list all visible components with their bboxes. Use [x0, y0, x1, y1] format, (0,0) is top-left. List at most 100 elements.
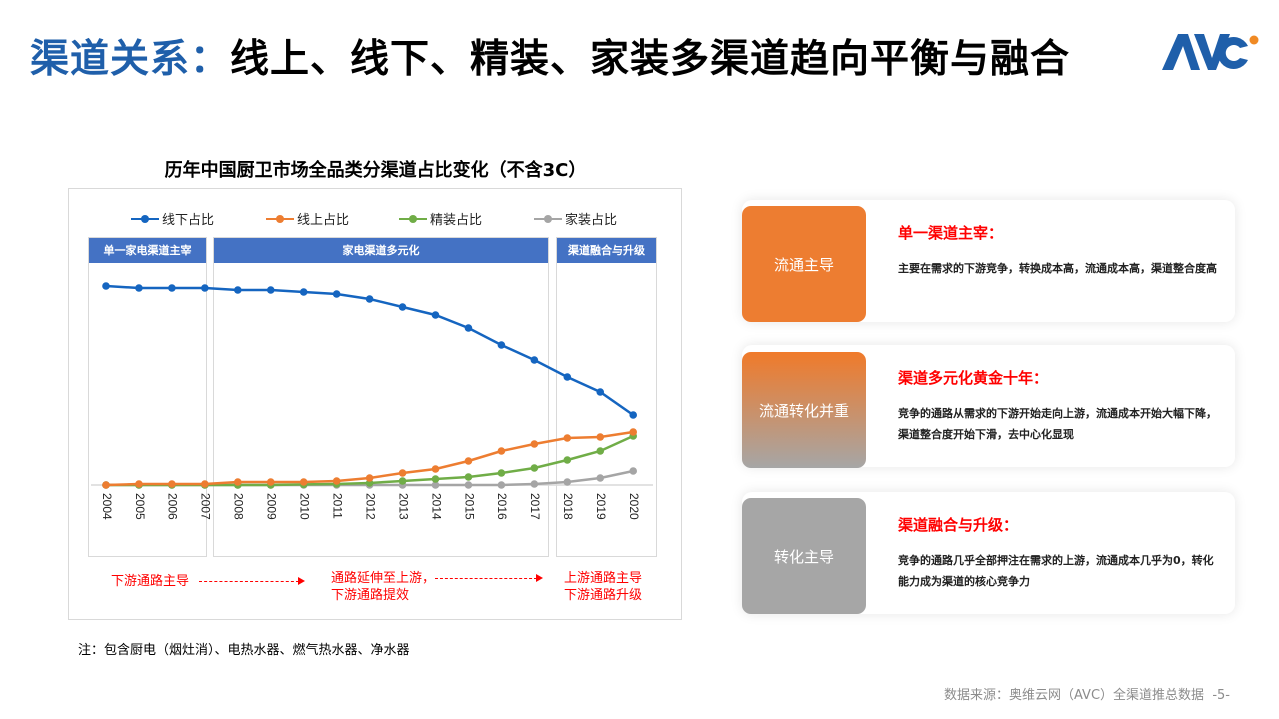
data-point [563, 373, 572, 381]
data-point [563, 434, 572, 442]
x-tick-label: 2007 [199, 493, 213, 520]
page-title-highlight: 渠道关系： [30, 37, 231, 82]
data-point [431, 311, 440, 319]
data-point [168, 480, 176, 488]
data-point [596, 433, 605, 441]
data-point [629, 428, 637, 436]
data-point [464, 324, 473, 332]
x-tick-label: 2020 [627, 493, 641, 520]
card-body-1: 主要在需求的下游竞争，转换成本高，流通成本高，渠道整合度高 [898, 262, 1217, 275]
data-point [563, 456, 572, 464]
data-point [464, 457, 473, 465]
chart-legend: 线下占比 线上占比 精装占比 家装占比 [69, 209, 683, 228]
data-point [234, 286, 242, 294]
data-point [299, 288, 308, 296]
data-point [135, 480, 143, 488]
data-point [365, 474, 374, 482]
x-tick-label: 2019 [594, 493, 608, 520]
phase-card-1: 流通主导 单一渠道主宰： 主要在需求的下游竞争，转换成本高，流通成本高，渠道整合… [742, 200, 1235, 322]
data-point [464, 481, 473, 489]
page-title-rest: 线上、线下、精装、家装多渠道趋向平衡与融合 [230, 37, 1071, 82]
data-point [398, 303, 407, 311]
x-tick-label: 2016 [495, 493, 509, 520]
data-point [497, 469, 506, 477]
flow-stage-1: 下游通路主导 [111, 574, 190, 589]
data-point [365, 295, 374, 303]
x-tick-label: 2010 [298, 493, 312, 520]
data-point [497, 341, 506, 349]
phase-label-diversified: 家电渠道多元化 [214, 238, 548, 263]
data-point [596, 447, 605, 455]
data-point [530, 440, 539, 448]
data-point [266, 286, 275, 294]
x-tick-label: 2017 [528, 493, 542, 520]
chart-frame: 线下占比 线上占比 精装占比 家装占比 单一家电渠道主宰 家电渠道多元化 渠道融… [68, 188, 682, 620]
data-point [431, 481, 440, 489]
avc-logo-icon [1162, 34, 1259, 70]
data-point [563, 478, 572, 486]
card-heading-3: 渠道融合与升级： [898, 516, 1019, 534]
legend-item-hardcover: 精装占比 [399, 209, 482, 228]
phase-label-integration: 渠道融合与升级 [557, 238, 656, 263]
x-tick-label: 2014 [429, 493, 443, 520]
line-chart-plot: 2004 2005 2006 2007 2008 2009 2010 2011 2012 2013… [91, 282, 653, 520]
phase-box-diversified: 家电渠道多元化 [213, 237, 549, 557]
phase-card-3: 转化主导 渠道融合与升级： 竞争的通路几乎全部押注在需求的上游，流通成本几乎为0… [742, 492, 1235, 614]
flow-stage-3: 上游通路主导 下游通路升级 [564, 571, 643, 603]
data-point [431, 465, 440, 473]
data-point [332, 477, 341, 485]
x-tick-label: 2005 [133, 493, 147, 520]
data-point [530, 356, 539, 364]
flow-stage-2: 通路延伸至上游， 下游通路提效 [331, 571, 436, 603]
data-point [332, 290, 341, 298]
dashed-arrow-2-icon [435, 573, 543, 582]
legend-marker-online-icon [266, 214, 294, 223]
phase-box-single: 单一家电渠道主宰 [88, 237, 207, 557]
phase-card-2: 流通转化并重 渠道多元化黄金十年： 竞争的通路从需求的下游开始走向上游，流通成本… [742, 345, 1235, 468]
card-badge-2: 流通转化并重 [742, 352, 866, 468]
data-point [266, 478, 275, 486]
data-point [530, 480, 539, 488]
data-point [398, 469, 407, 477]
x-tick-label: 2004 [100, 493, 114, 520]
legend-marker-hardcover-icon [399, 214, 427, 223]
data-point [299, 478, 308, 486]
footer-source: 数据来源：奥维云网（AVC）全渠道推总数据 -5- [944, 688, 1230, 703]
data-point [629, 467, 637, 475]
data-point [168, 284, 176, 292]
x-tick-label: 2008 [232, 493, 246, 520]
card-heading-2: 渠道多元化黄金十年： [898, 369, 1049, 387]
chart-footnote: 注：包含厨电（烟灶消）、电热水器、燃气热水器、净水器 [78, 643, 410, 658]
chart-title: 历年中国厨卫市场全品类分渠道占比变化（不含3C） [164, 160, 587, 181]
data-point [102, 282, 110, 290]
data-point [234, 478, 242, 486]
data-point [431, 475, 440, 483]
card-badge-3: 转化主导 [742, 498, 866, 614]
dashed-arrow-1-icon [199, 576, 305, 585]
data-point [629, 411, 637, 419]
series-line [105, 284, 634, 417]
x-tick-label: 2009 [265, 493, 279, 520]
x-tick-label: 2011 [330, 493, 344, 519]
data-point [464, 473, 473, 481]
x-tick-label: 2018 [561, 493, 575, 520]
page-number: -5- [1212, 688, 1230, 703]
card-body-3: 竞争的通路几乎全部押注在需求的上游，流通成本几乎为0，转化能力成为渠道的核心竞争… [898, 554, 1214, 588]
data-point [102, 481, 110, 489]
x-tick-label: 2015 [462, 493, 476, 520]
phase-label-single: 单一家电渠道主宰 [89, 238, 206, 263]
legend-marker-home-decor-icon [534, 214, 562, 223]
data-point [201, 284, 209, 292]
data-point [398, 477, 407, 485]
page-title: 渠道关系：线上、线下、精装、家装多渠道趋向平衡与融合 [30, 28, 1070, 84]
data-point [135, 284, 143, 292]
data-point [497, 447, 506, 455]
legend-item-online: 线上占比 [266, 209, 349, 228]
data-point [201, 480, 209, 488]
card-heading-1: 单一渠道主宰： [898, 224, 1004, 242]
data-point [497, 481, 506, 489]
data-point [596, 388, 605, 396]
legend-marker-offline-icon [131, 214, 159, 223]
data-point [530, 464, 539, 472]
card-body-2: 竞争的通路从需求的下游开始走向上游，流通成本开始大幅下降，渠道整合度开始下滑，去… [898, 407, 1217, 441]
